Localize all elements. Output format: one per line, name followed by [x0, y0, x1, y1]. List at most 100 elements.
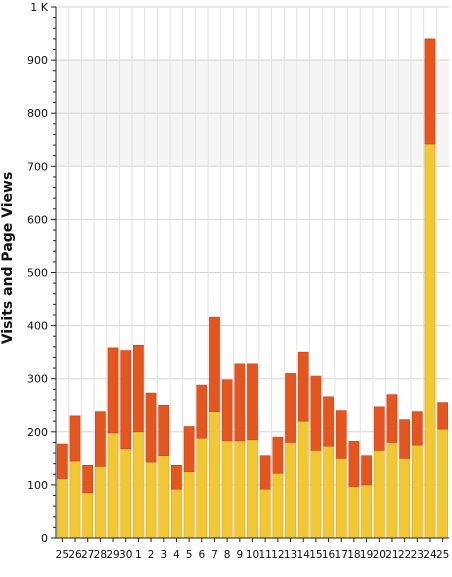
x-tick-label: 10	[246, 549, 259, 561]
x-tick-label: 20	[373, 549, 386, 561]
bar-segment-series-1	[56, 478, 68, 539]
bar-segment-series-1	[209, 411, 220, 539]
x-tick-label: 16	[322, 549, 336, 561]
bar-segment-series-2	[411, 411, 423, 446]
bar-segment-series-1	[373, 450, 385, 539]
bars	[56, 38, 449, 539]
bar-segment-series-1	[69, 460, 81, 539]
bar-segment-series-1	[297, 420, 309, 539]
x-tick-label: 21	[385, 549, 398, 561]
bar-segment-series-2	[82, 464, 94, 494]
bar-segment-series-2	[361, 455, 372, 486]
x-tick-label: 18	[347, 549, 360, 561]
bar-segment-series-1	[196, 437, 208, 539]
x-tick-label: 3	[160, 549, 167, 561]
bar-segment-series-2	[209, 316, 220, 412]
bar-segment-series-1	[411, 444, 423, 539]
bar-segment-series-2	[259, 455, 271, 490]
bar-segment-series-1	[247, 439, 258, 539]
bar-segment-series-2	[373, 406, 385, 451]
bar-segment-series-2	[335, 410, 347, 459]
bar-segment-series-2	[348, 441, 360, 487]
bar-segment-series-1	[82, 492, 94, 539]
bar-segment-series-2	[196, 384, 208, 439]
x-tick-label: 28	[94, 549, 107, 561]
x-tick-label: 1	[135, 549, 142, 561]
x-tick-label: 27	[81, 549, 94, 561]
x-tick-label: 25	[56, 549, 69, 561]
y-tick-label: 600	[27, 213, 48, 226]
y-tick-label: 100	[27, 479, 48, 492]
bar-segment-series-1	[234, 440, 246, 539]
bar-segment-series-1	[310, 450, 322, 539]
bar-segment-series-1	[335, 458, 347, 539]
bar-segment-series-2	[297, 351, 309, 422]
bar-segment-series-2	[399, 419, 411, 459]
bar-segment-series-1	[386, 442, 398, 539]
bar-segment-series-1	[183, 471, 195, 539]
bar-segment-series-2	[285, 373, 296, 443]
x-tick-label: 26	[68, 549, 82, 561]
bar-segment-series-2	[107, 347, 119, 434]
y-tick-label: 1 K	[30, 1, 48, 14]
x-axis-ticks: 25 26 27 28 29 30 1 2 3 4 5 6 7 8 9 10 11 12 13 14 15 16 17 18 1…	[56, 538, 449, 561]
y-tick-label: 200	[27, 426, 48, 439]
bar-segment-series-2	[95, 411, 106, 467]
x-tick-label: 22	[398, 549, 411, 561]
bar-segment-series-1	[437, 428, 449, 539]
vertical-gridlines	[68, 7, 437, 538]
bar-segment-series-2	[437, 402, 449, 430]
x-tick-label: 30	[119, 549, 132, 561]
x-tick-label: 14	[297, 549, 311, 561]
y-axis-title: Visits and Page Views	[0, 172, 16, 345]
x-tick-label: 19	[360, 549, 373, 561]
bar-segment-series-1	[145, 461, 157, 539]
y-tick-label: 400	[27, 320, 48, 333]
bar-segment-series-1	[348, 486, 360, 539]
bar-segment-series-2	[386, 394, 398, 443]
bar-segment-series-1	[259, 488, 271, 539]
bar-segment-series-2	[56, 443, 68, 479]
bar-segment-series-2	[247, 363, 258, 441]
y-tick-label: 800	[27, 107, 48, 120]
bar-segment-series-2	[272, 436, 284, 474]
bar-segment-series-1	[424, 143, 436, 539]
x-tick-label: 17	[335, 549, 348, 561]
x-tick-label: 11	[258, 549, 271, 561]
x-tick-label: 25	[436, 549, 449, 561]
bar-segment-series-1	[171, 488, 182, 539]
x-tick-label: 12	[271, 549, 284, 561]
bar-segment-series-1	[399, 458, 411, 539]
x-tick-label: 7	[211, 549, 218, 561]
x-tick-label: 8	[224, 549, 231, 561]
bar-segment-series-2	[234, 363, 246, 442]
x-tick-label: 5	[186, 549, 193, 561]
x-tick-label: 23	[411, 549, 424, 561]
x-tick-label: 29	[106, 549, 119, 561]
x-tick-label: 6	[198, 549, 205, 561]
bar-segment-series-2	[221, 379, 233, 442]
bar-segment-series-1	[120, 448, 132, 539]
x-tick-label: 2	[148, 549, 155, 561]
y-tick-label: 700	[27, 160, 48, 173]
x-tick-label: 13	[284, 549, 297, 561]
bar-segment-series-2	[158, 404, 170, 456]
x-tick-label: 9	[236, 549, 243, 561]
y-tick-label: 0	[41, 532, 48, 545]
bar-segment-series-1	[285, 442, 296, 539]
bar-segment-series-1	[323, 445, 334, 539]
bar-segment-series-2	[323, 396, 334, 447]
y-tick-label: 500	[27, 267, 48, 280]
x-tick-label: 24	[423, 549, 437, 561]
bar-segment-series-2	[310, 375, 322, 451]
bar-segment-series-2	[145, 392, 157, 463]
bar-segment-series-1	[272, 472, 284, 539]
bar-segment-series-1	[107, 432, 119, 539]
y-tick-label: 900	[27, 54, 48, 67]
bar-segment-series-2	[120, 350, 132, 450]
bar-segment-series-1	[221, 440, 233, 539]
y-axis-ticks: 0 100 200 300 400 500 600 700 800 900 1 K	[27, 1, 56, 545]
bar-segment-series-2	[133, 344, 144, 433]
bar-segment-series-2	[183, 426, 195, 472]
